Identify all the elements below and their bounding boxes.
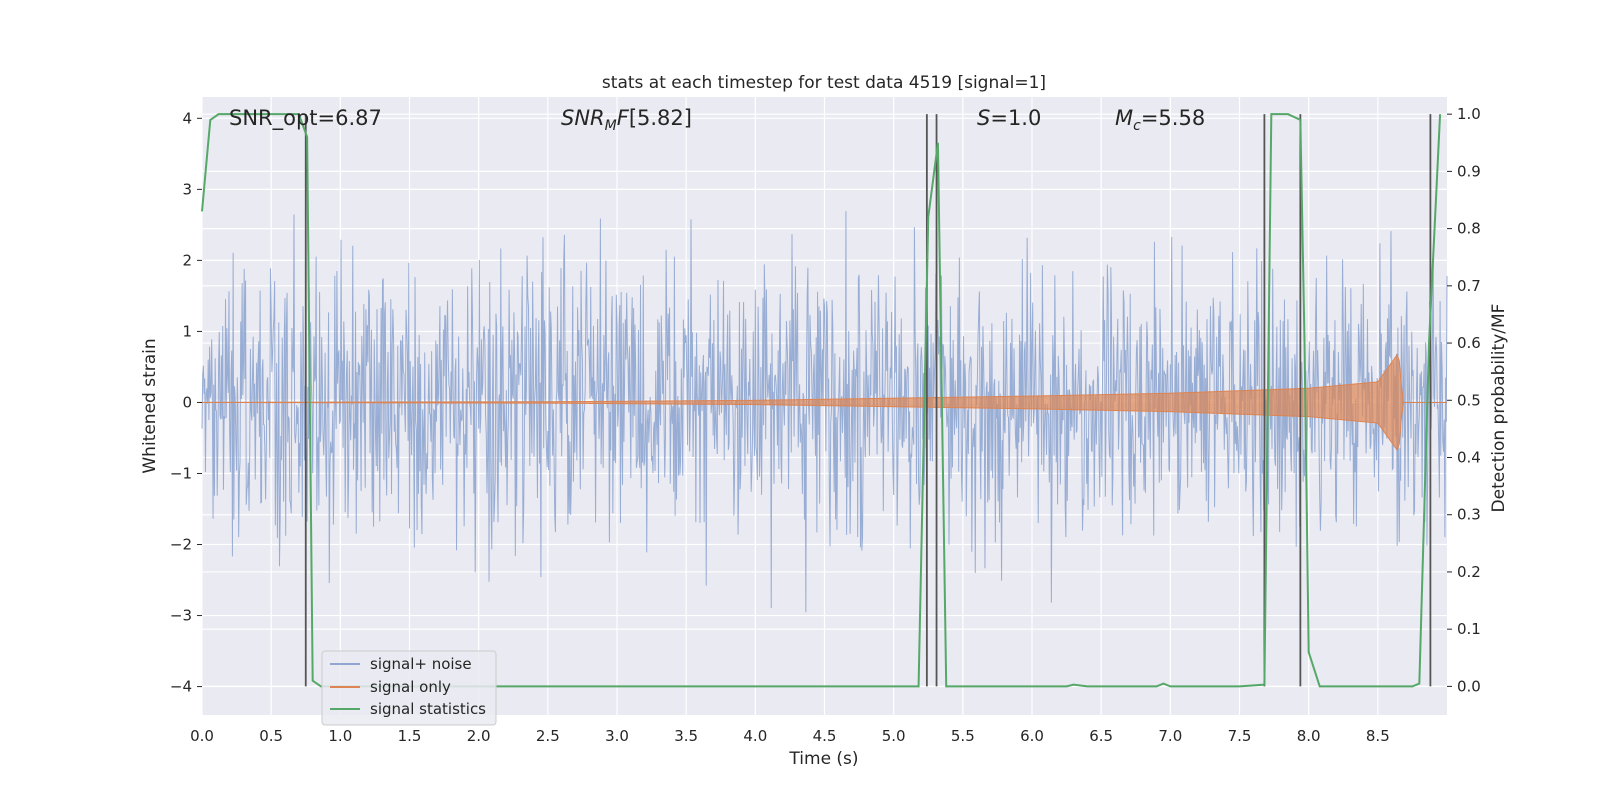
y-left-tick-label: 0 [182, 393, 192, 411]
x-tick-label: 5.0 [882, 727, 906, 745]
legend: signal+ noise signal only signal statist… [321, 650, 497, 726]
x-tick-label: 0.5 [259, 727, 283, 745]
y-left-tick-label: −2 [170, 536, 192, 554]
signal-series [201, 353, 1447, 452]
annotation-mc: Mc=5.58 [1115, 106, 1205, 134]
x-tick-label: 8.0 [1297, 727, 1321, 745]
x-tick-label: 2.0 [467, 727, 491, 745]
y-axis-label-left: Whitened strain [140, 338, 160, 473]
x-tick-label: 1.0 [328, 727, 352, 745]
y-right-tick-label: 0.4 [1457, 449, 1481, 467]
y-left-tick-label: 1 [182, 322, 192, 340]
y-left-tick-label: −4 [170, 678, 192, 696]
x-tick-label: 2.5 [536, 727, 560, 745]
legend-label-noise: signal+ noise [370, 655, 472, 673]
y-axis-label-right: Detection probability/MF [1489, 304, 1509, 513]
annotation-snr-mf: SNRMF[5.82] [561, 106, 692, 134]
y-right-tick-label: 0.9 [1457, 162, 1481, 180]
noise-line [201, 211, 1448, 613]
x-tick-label: 8.5 [1366, 727, 1390, 745]
annotation-snr-opt: SNR_opt=6.87 [229, 106, 382, 131]
y-left-tick-label: 2 [182, 251, 192, 269]
y-right-tick-label: 0.2 [1457, 563, 1481, 581]
axis-ticks: 0.0 0.5 1.0 1.5 2.0 2.5 3.0 3.5 4.0 4.5 5.0 5.5 6.0 6… [170, 105, 1481, 745]
legend-label-signal: signal only [370, 678, 451, 696]
x-tick-label: 3.0 [605, 727, 629, 745]
y-left-tick-label: −1 [170, 464, 192, 482]
chart-title: stats at each timestep for test data 451… [602, 73, 1046, 93]
legend-box [321, 650, 497, 726]
y-right-tick-label: 0.8 [1457, 220, 1481, 238]
y-right-tick-label: 0.1 [1457, 620, 1481, 638]
legend-label-stats: signal statistics [370, 700, 486, 718]
y-right-tick-label: 0.7 [1457, 277, 1481, 295]
x-tick-label: 7.5 [1228, 727, 1252, 745]
vertical-markers [304, 114, 1432, 687]
statistics-line [201, 113, 1442, 688]
y-left-tick-label: −3 [170, 607, 192, 625]
signal-band [201, 353, 1447, 452]
annotation-s: S=1.0 [977, 106, 1041, 130]
x-tick-label: 6.5 [1089, 727, 1113, 745]
x-tick-label: 1.5 [398, 727, 422, 745]
statistics-series [201, 113, 1442, 688]
noise-series [201, 211, 1448, 613]
x-tick-label: 6.0 [1020, 727, 1044, 745]
y-right-tick-label: 0.6 [1457, 334, 1481, 352]
x-tick-label: 4.5 [813, 727, 837, 745]
x-axis-label: Time (s) [788, 749, 858, 769]
x-tick-label: 3.5 [674, 727, 698, 745]
y-left-tick-label: 3 [182, 180, 192, 198]
y-right-tick-label: 1.0 [1457, 105, 1481, 123]
y-right-tick-label: 0.3 [1457, 506, 1481, 524]
y-right-tick-label: 0.0 [1457, 677, 1481, 695]
y-left-tick-label: 4 [182, 109, 192, 127]
x-tick-label: 5.5 [951, 727, 975, 745]
x-tick-label: 4.0 [743, 727, 767, 745]
x-tick-label: 7.0 [1158, 727, 1182, 745]
x-tick-label: 0.0 [190, 727, 214, 745]
y-right-tick-label: 0.5 [1457, 391, 1481, 409]
